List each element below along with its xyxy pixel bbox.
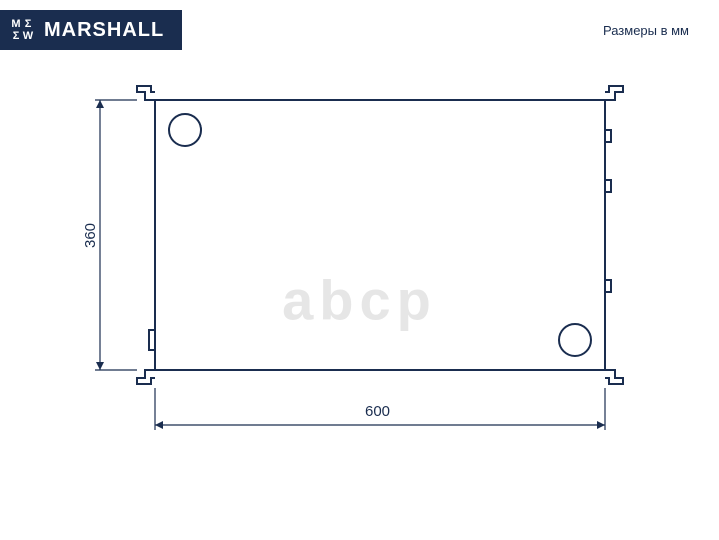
brand-glyph: Σ [10,30,22,42]
brand-icon: M Σ Σ W [10,18,34,42]
header: M Σ Σ W MARSHALL Размеры в мм [0,0,719,55]
brand-glyph: M [10,18,22,30]
technical-drawing [0,60,719,540]
brand-glyph: Σ [22,18,34,30]
units-label: Размеры в мм [603,23,689,38]
diagram-area: abcp 360 600 [0,60,719,540]
brand-name: MARSHALL [44,19,164,42]
brand-glyph: W [22,30,34,42]
dimension-height-label: 360 [82,223,99,248]
brand-banner: M Σ Σ W MARSHALL [0,10,182,50]
dimension-width-label: 600 [365,403,390,420]
